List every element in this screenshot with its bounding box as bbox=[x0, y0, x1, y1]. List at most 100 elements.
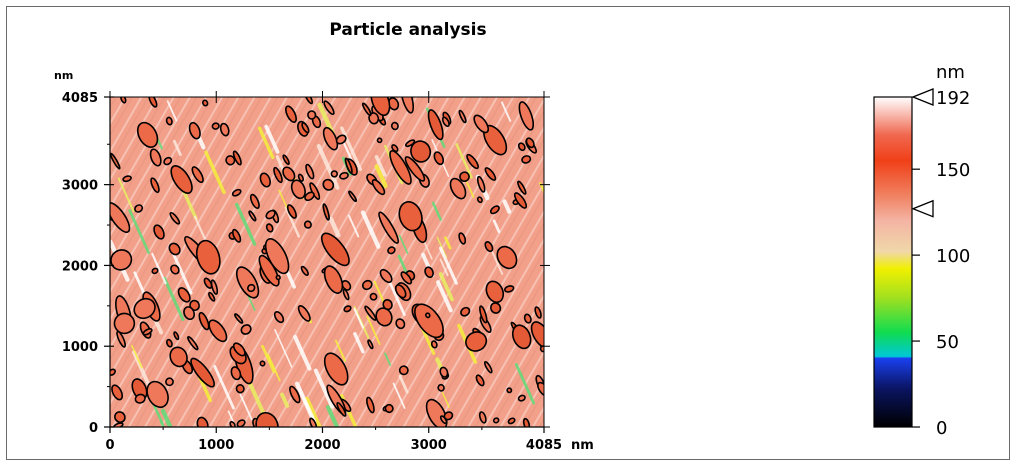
particle bbox=[492, 417, 500, 424]
surface-streak bbox=[392, 382, 406, 409]
particle bbox=[489, 205, 500, 215]
surface-streak bbox=[353, 307, 364, 329]
surface-streak bbox=[160, 408, 173, 427]
particle bbox=[235, 384, 245, 394]
particle bbox=[202, 99, 209, 107]
particle bbox=[282, 166, 296, 182]
particle bbox=[111, 384, 124, 401]
particle bbox=[370, 97, 391, 117]
particle bbox=[273, 311, 285, 324]
surface-streak bbox=[246, 293, 256, 312]
surface-streak bbox=[257, 126, 275, 160]
particle bbox=[410, 140, 432, 163]
surface-streak bbox=[313, 368, 335, 409]
particle bbox=[484, 167, 497, 181]
surface-streak bbox=[539, 182, 544, 195]
colorbar: nm 0 50 100 150 192 bbox=[873, 62, 970, 439]
particle bbox=[394, 284, 407, 299]
surface-streak bbox=[172, 139, 182, 157]
particle bbox=[361, 102, 372, 117]
surface-streak bbox=[366, 315, 381, 345]
particle bbox=[297, 304, 311, 322]
particle bbox=[134, 393, 146, 404]
particle bbox=[219, 122, 230, 137]
particle bbox=[439, 415, 448, 425]
particle bbox=[424, 266, 434, 279]
particle bbox=[523, 313, 532, 324]
particle bbox=[439, 366, 449, 378]
particle bbox=[489, 302, 502, 314]
surface-streak bbox=[444, 236, 452, 250]
particle bbox=[169, 346, 188, 368]
particle bbox=[208, 319, 228, 343]
particle bbox=[136, 121, 159, 148]
particle bbox=[404, 156, 426, 182]
particle bbox=[301, 122, 310, 134]
particle bbox=[114, 411, 126, 424]
particle bbox=[375, 307, 393, 327]
surface-streak bbox=[340, 126, 362, 171]
particle bbox=[389, 149, 412, 185]
surface-streak bbox=[304, 396, 322, 427]
particle bbox=[165, 116, 173, 126]
x-tick-label-0: 0 bbox=[105, 438, 114, 453]
particle bbox=[191, 166, 204, 184]
y-tick-label-3: 3000 bbox=[62, 179, 98, 194]
surface-streak bbox=[284, 206, 301, 238]
surface-streak bbox=[439, 258, 449, 277]
surface-streak bbox=[438, 246, 458, 285]
y-tick-label-4: 4085 bbox=[62, 91, 98, 106]
particle bbox=[208, 291, 216, 302]
particle bbox=[240, 324, 252, 335]
particle bbox=[225, 155, 236, 166]
particle bbox=[437, 383, 445, 392]
particle bbox=[265, 223, 274, 233]
particle bbox=[473, 114, 490, 134]
surface-streak bbox=[436, 280, 453, 313]
particle bbox=[210, 279, 219, 295]
particle bbox=[441, 116, 450, 128]
surface-streak bbox=[213, 364, 235, 410]
particle bbox=[387, 246, 396, 255]
particle bbox=[275, 274, 281, 281]
particle bbox=[211, 122, 220, 130]
particle bbox=[151, 267, 159, 275]
particle bbox=[322, 126, 339, 151]
particle bbox=[368, 112, 380, 125]
particle bbox=[525, 137, 535, 149]
particle bbox=[484, 241, 494, 253]
surface-streak bbox=[353, 332, 365, 354]
particle bbox=[273, 166, 283, 184]
particle bbox=[343, 305, 352, 313]
particle bbox=[290, 179, 306, 200]
particle bbox=[297, 173, 304, 182]
particle bbox=[398, 365, 409, 376]
particle bbox=[236, 419, 246, 427]
particle bbox=[234, 313, 244, 324]
surface-streak bbox=[325, 405, 340, 427]
surface-streak bbox=[239, 393, 253, 421]
particle bbox=[142, 328, 153, 336]
particle bbox=[465, 331, 488, 352]
surface-streak bbox=[159, 420, 165, 427]
surface-streak bbox=[196, 134, 206, 150]
particle bbox=[259, 172, 271, 188]
surface-streak bbox=[166, 100, 178, 122]
particle bbox=[366, 396, 375, 414]
particle bbox=[459, 171, 470, 183]
particle bbox=[168, 242, 181, 256]
particle bbox=[232, 342, 246, 357]
particle bbox=[476, 196, 483, 204]
particle bbox=[521, 155, 532, 164]
surface-streak bbox=[492, 219, 501, 234]
particle bbox=[285, 105, 297, 124]
surface-streak bbox=[193, 215, 209, 245]
x-tick-label-3: 3000 bbox=[411, 438, 447, 453]
particle bbox=[341, 280, 352, 291]
particle bbox=[517, 180, 527, 195]
particle bbox=[163, 156, 173, 166]
surface-streak bbox=[278, 189, 288, 210]
surface-streak bbox=[489, 246, 504, 275]
particle bbox=[187, 336, 199, 351]
surface-streak bbox=[398, 234, 409, 255]
